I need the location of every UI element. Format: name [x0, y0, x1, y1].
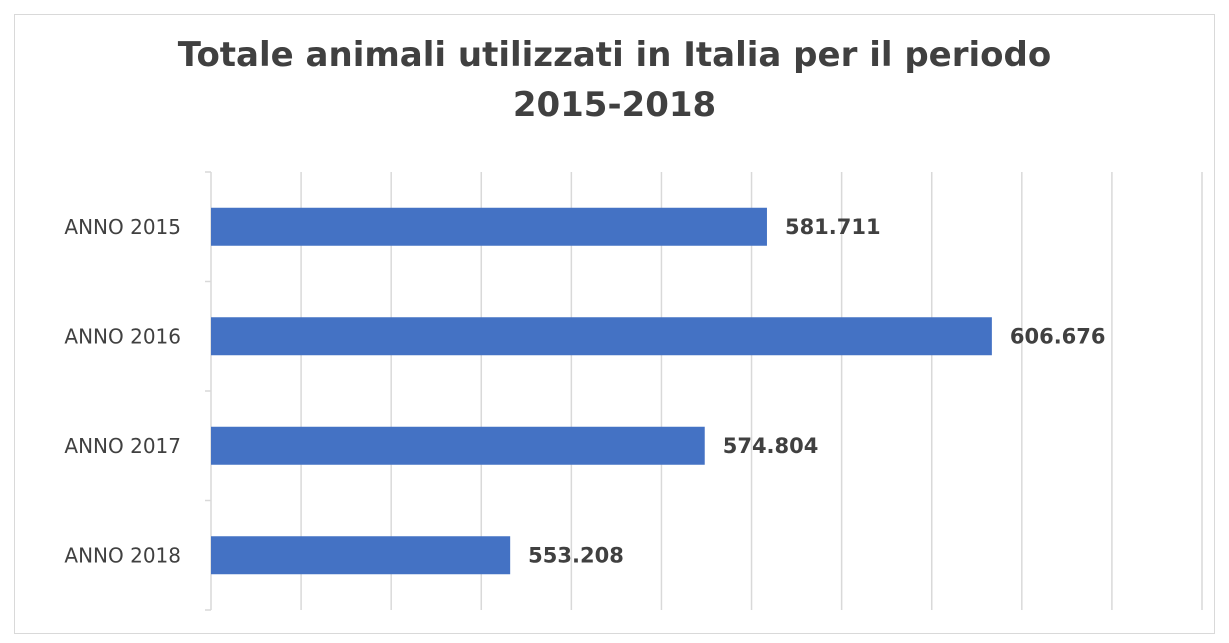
category-axis	[205, 171, 212, 611]
data-label-anno-2015: 581.711	[785, 215, 881, 239]
category-label-anno-2018: ANNO 2018	[64, 543, 181, 567]
bar-anno-2016	[211, 317, 992, 356]
data-label-anno-2017: 574.804	[723, 434, 819, 458]
bar-anno-2015	[211, 207, 767, 246]
category-label-anno-2015: ANNO 2015	[64, 215, 181, 239]
bars	[211, 207, 992, 575]
bar-anno-2018	[211, 536, 511, 575]
data-label-anno-2018: 553.208	[528, 543, 624, 567]
data-label-anno-2016: 606.676	[1010, 324, 1106, 348]
category-label-anno-2017: ANNO 2017	[64, 434, 181, 458]
category-label-anno-2016: ANNO 2016	[64, 324, 181, 348]
chart-title: Totale animali utilizzati in Italia per …	[177, 35, 1052, 125]
labels: ANNO 2015 581.711 ANNO 2016 606.676 ANNO 201…	[64, 215, 1105, 568]
bar-anno-2017	[211, 426, 705, 465]
